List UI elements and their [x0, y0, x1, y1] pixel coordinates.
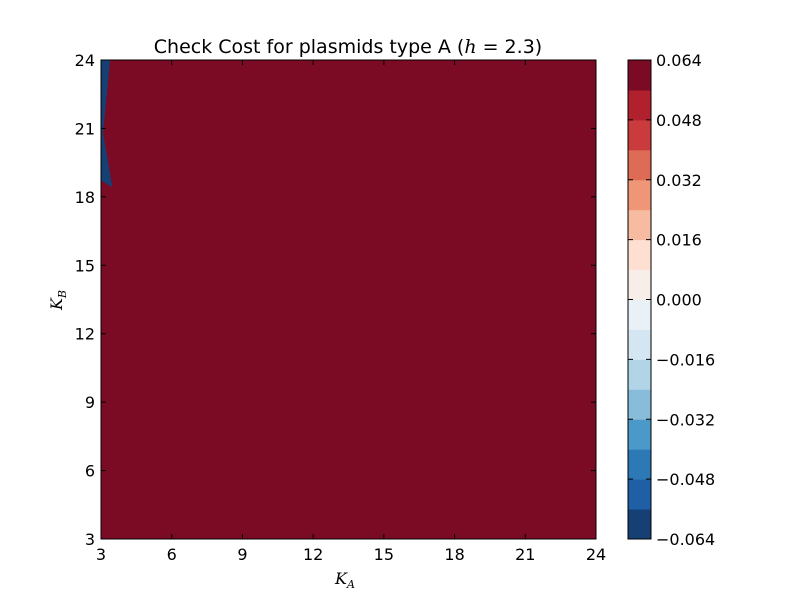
colorbar-tick-label: −0.016 — [656, 350, 715, 369]
colorbar-segment — [628, 449, 651, 480]
colorbar-segment — [628, 269, 651, 300]
chart-title-var: h — [464, 36, 476, 58]
x-tick-label: 12 — [303, 545, 323, 564]
colorbar-segment — [628, 389, 651, 420]
x-axis-label-main: K — [334, 569, 348, 588]
y-axis-label: KB — [47, 290, 69, 311]
colorbar-segment — [628, 359, 651, 390]
colorbar-segment — [628, 149, 651, 181]
colorbar — [627, 59, 652, 540]
contour-bands — [101, 60, 596, 539]
colorbar-segment — [628, 119, 651, 151]
y-tick-label: 15 — [75, 256, 95, 275]
colorbar-ticks: 0.064 0.048 0.032 0.016 0.000 −0.016 −0.032 −0.… — [628, 51, 715, 549]
colorbar-segment — [628, 239, 651, 271]
colorbar-segment — [628, 479, 651, 510]
y-tick-label: 9 — [85, 393, 95, 412]
y-tick-label: 6 — [85, 462, 95, 481]
colorbar-tick-label: 0.016 — [656, 231, 702, 250]
colorbar-segment — [628, 209, 651, 241]
colorbar-tick-label: 0.000 — [656, 291, 702, 310]
y-tick-label: 3 — [85, 530, 95, 549]
x-tick-label: 21 — [515, 545, 535, 564]
chart-title-rest: = 2.3) — [477, 36, 543, 58]
colorbar-tick-label: 0.032 — [656, 171, 702, 190]
x-axis-ticks: 3 6 9 12 15 18 21 24 — [96, 60, 606, 564]
colorbar-segment — [628, 509, 651, 540]
colorbar-segment — [628, 419, 651, 450]
colorbar-tick-label: −0.064 — [656, 530, 715, 549]
plot-frame — [100, 59, 597, 540]
x-axis-label-sub: A — [346, 578, 355, 591]
colorbar-segment — [628, 299, 651, 330]
x-axis-label: KA — [334, 569, 355, 591]
x-tick-label: 18 — [444, 545, 464, 564]
contour-band — [101, 60, 596, 539]
y-tick-label: 18 — [75, 188, 95, 207]
x-tick-label: 3 — [96, 545, 106, 564]
y-axis-label-sub: B — [56, 290, 69, 299]
y-axis-label-main: K — [47, 297, 66, 311]
y-tick-label: 21 — [75, 119, 95, 138]
colorbar-tick-label: 0.064 — [656, 51, 702, 70]
colorbar-segment — [628, 179, 651, 211]
x-tick-label: 15 — [374, 545, 394, 564]
x-tick-label: 9 — [237, 545, 247, 564]
colorbar-tick-label: −0.032 — [656, 410, 715, 429]
y-axis-ticks: 3 6 9 12 15 18 21 24 — [75, 51, 596, 549]
y-tick-label: 12 — [75, 325, 95, 344]
chart-title: Check Cost for plasmids type A (h = 2.3) — [154, 36, 542, 58]
colorbar-tick-label: −0.048 — [656, 470, 715, 489]
colorbar-tick-label: 0.048 — [656, 111, 702, 130]
colorbar-segment — [628, 89, 651, 121]
colorbar-segment — [628, 329, 651, 360]
x-tick-label: 6 — [167, 545, 177, 564]
colorbar-segment — [628, 60, 651, 91]
x-tick-label: 24 — [586, 545, 606, 564]
y-tick-label: 24 — [75, 51, 95, 70]
chart-title-text: Check Cost for plasmids type A ( — [154, 36, 465, 58]
